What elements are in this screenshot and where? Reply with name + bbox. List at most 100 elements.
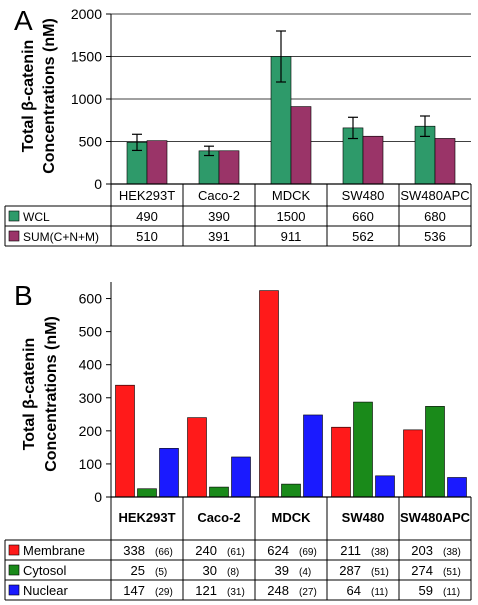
table-percent: (29)	[155, 587, 173, 598]
legend-label: Nuclear	[23, 583, 68, 598]
bar-sum-c-n-m--hek293t	[146, 140, 168, 185]
category-label: SW480	[342, 188, 385, 203]
table-value: 248	[267, 583, 289, 598]
y-tick-label: 1500	[71, 49, 102, 65]
chart-panel-b: B Total β-catenin Concentrations (nM) 0 100 2…	[4, 280, 472, 601]
table-value: 121	[195, 583, 217, 598]
bar-membrane-hek293t	[115, 384, 135, 498]
y-tick-label: 500	[79, 324, 103, 340]
legend-label: Cytosol	[23, 563, 66, 578]
legend-label: Membrane	[23, 543, 85, 558]
bar-cytosol-sw480	[353, 401, 373, 498]
legend-swatch	[8, 564, 20, 576]
category-label: Caco-2	[197, 510, 240, 525]
table-value: 510	[136, 229, 158, 244]
legend-label: WCL	[23, 210, 50, 224]
table-value: 624	[267, 543, 289, 558]
panel-label: A	[14, 5, 33, 36]
table-value: 911	[281, 229, 302, 244]
table-percent: (38)	[443, 547, 461, 558]
bar-sum-c-n-m--caco-2	[218, 150, 240, 185]
table-value: 59	[419, 583, 433, 598]
table-value: 536	[424, 229, 446, 244]
table-value: 147	[123, 583, 145, 598]
table-percent: (11)	[443, 587, 460, 598]
bar-cytosol-sw480apc	[425, 406, 445, 498]
table-value: 287	[339, 563, 361, 578]
table-value: 203	[411, 543, 433, 558]
legend-swatch	[8, 210, 20, 222]
bar-nuclear-caco-2	[231, 456, 251, 498]
category-label: MDCK	[272, 188, 311, 203]
y-tick-label: 500	[79, 134, 103, 150]
bar-membrane-mdck	[259, 290, 279, 498]
table-value: 338	[123, 543, 145, 558]
category-label: SW480APC	[400, 510, 471, 525]
category-label: SW480	[342, 510, 385, 525]
category-label: MDCK	[272, 510, 312, 525]
y-tick-label: 2000	[71, 6, 102, 22]
table-value: 39	[275, 563, 289, 578]
y-tick-label: 400	[79, 357, 103, 373]
legend-swatch	[8, 230, 20, 242]
panel-label: B	[14, 280, 33, 311]
category-label: HEK293T	[119, 188, 175, 203]
bar-sum-c-n-m--sw480apc	[434, 138, 456, 185]
table-percent: (51)	[371, 567, 389, 578]
table-percent: (38)	[371, 547, 389, 558]
table-percent: (69)	[299, 547, 317, 558]
table-value: 240	[195, 543, 217, 558]
table-percent: (4)	[299, 567, 311, 578]
y-tick-label: 200	[79, 423, 103, 439]
table-value: 562	[352, 229, 374, 244]
bar-membrane-sw480apc	[403, 429, 423, 498]
bar-nuclear-mdck	[303, 414, 323, 498]
y-axis-title: Concentrations (nM)	[41, 18, 58, 174]
legend-label: SUM(C+N+M)	[23, 230, 99, 244]
y-tick-label: 1000	[71, 91, 102, 107]
table-percent: (51)	[443, 567, 461, 578]
bar-cytosol-hek293t	[137, 488, 157, 498]
table-value: 490	[136, 209, 158, 224]
table-value: 211	[340, 543, 361, 558]
bar-nuclear-hek293t	[159, 448, 179, 498]
table-value: 30	[203, 563, 217, 578]
legend-swatch	[8, 584, 20, 596]
y-axis-title: Total β-catenin	[21, 338, 38, 451]
table-value: 274	[411, 563, 433, 578]
table-percent: (31)	[227, 587, 245, 598]
table-value: 660	[352, 209, 374, 224]
chart-panel-a: A Total β-catenin Concentrations (nM) 0 500 1…	[4, 5, 472, 247]
y-tick-label: 0	[94, 176, 102, 192]
bar-cytosol-caco-2	[209, 486, 229, 498]
table-value: 680	[424, 209, 446, 224]
category-label: Caco-2	[198, 188, 240, 203]
bar-nuclear-sw480	[375, 475, 395, 498]
y-tick-label: 0	[94, 489, 102, 505]
table-percent: (66)	[155, 547, 173, 558]
table-percent: (11)	[371, 587, 388, 598]
y-tick-label: 100	[79, 456, 103, 472]
y-tick-label: 600	[79, 291, 103, 307]
category-label: HEK293T	[118, 510, 175, 525]
table-percent: (5)	[155, 567, 167, 578]
legend-swatch	[8, 544, 20, 556]
bar-cytosol-mdck	[281, 483, 301, 498]
table-percent: (27)	[299, 587, 317, 598]
table-percent: (8)	[227, 567, 239, 578]
table-value: 390	[208, 209, 230, 224]
bar-membrane-sw480	[331, 426, 351, 498]
table-value: 391	[208, 229, 230, 244]
y-axis-title: Total β-catenin	[20, 40, 37, 153]
bar-sum-c-n-m--sw480	[362, 135, 384, 185]
category-label: SW480APC	[400, 188, 469, 203]
y-tick-label: 300	[79, 390, 103, 406]
bar-sum-c-n-m--mdck	[290, 106, 312, 185]
bar-membrane-caco-2	[187, 417, 207, 498]
table-percent: (61)	[227, 547, 245, 558]
table-value: 1500	[277, 209, 306, 224]
table-value: 64	[347, 583, 361, 598]
table-value: 25	[131, 563, 145, 578]
y-axis-title: Concentrations (nM)	[43, 316, 60, 472]
